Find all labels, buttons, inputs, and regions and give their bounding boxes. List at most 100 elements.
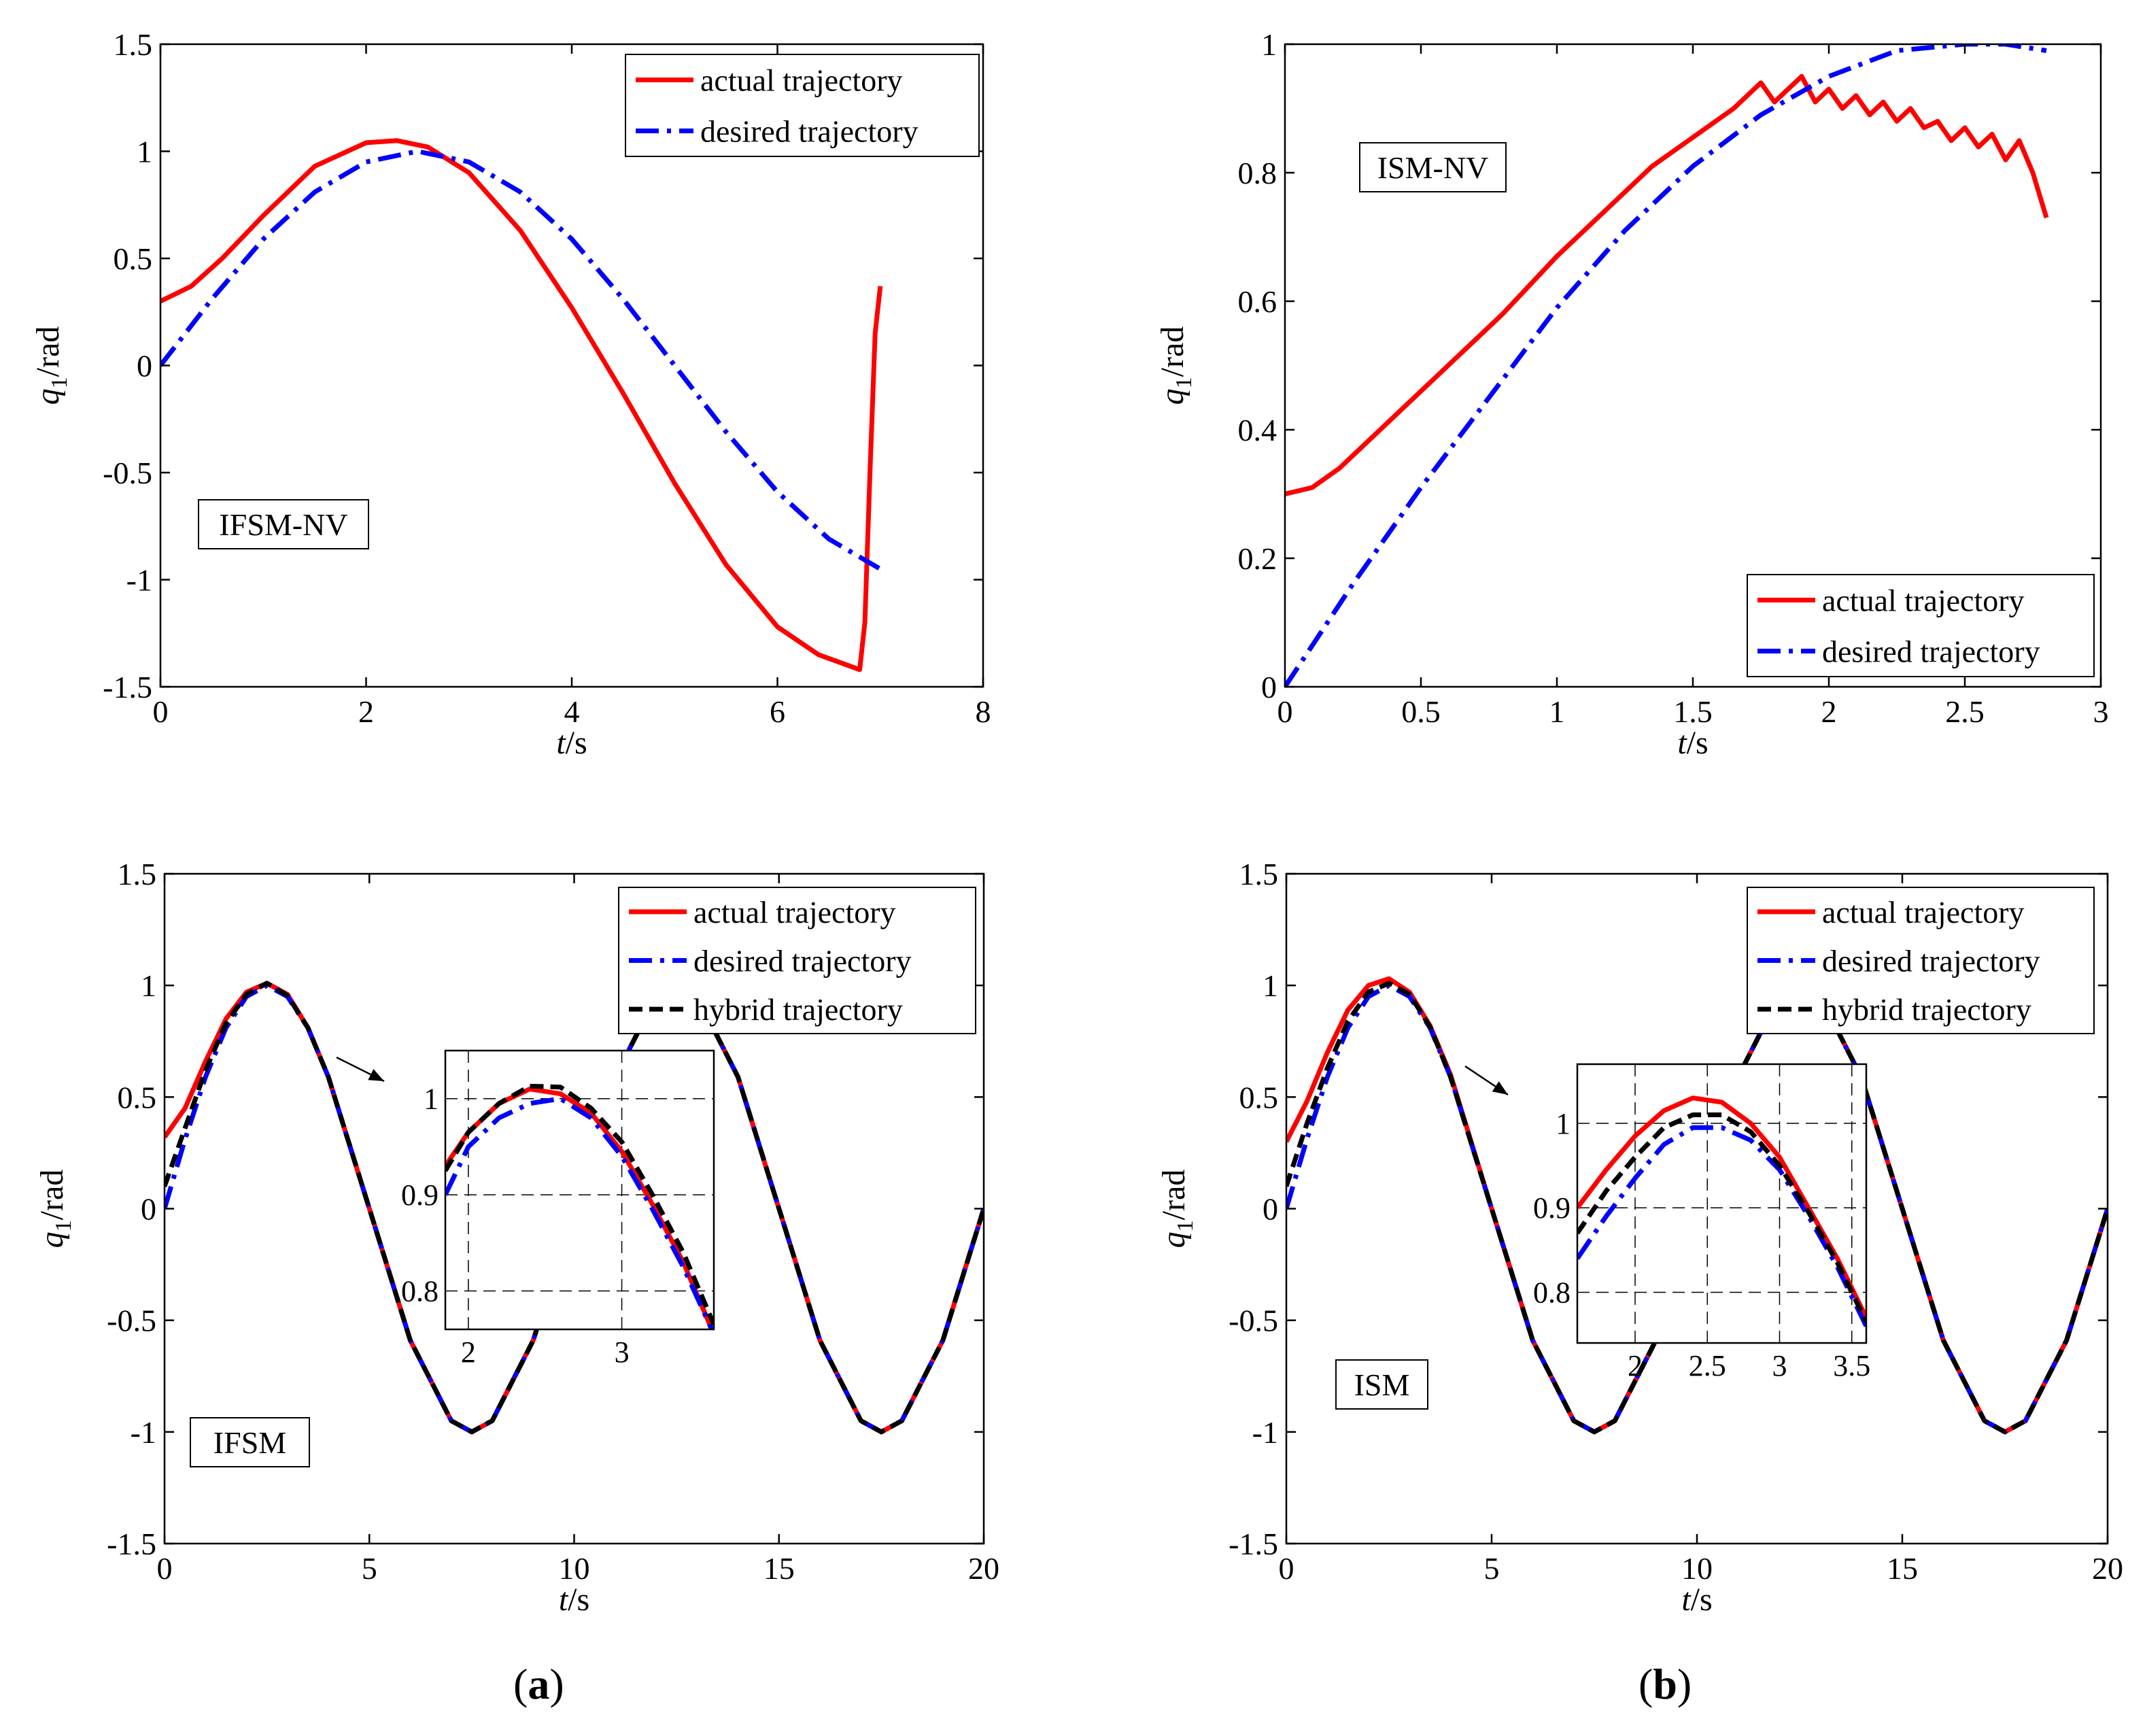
inset-y-tick-label: 1 [1556, 1107, 1571, 1140]
y-axis-label-sub: 1 [1173, 1220, 1198, 1231]
y-axis-label-var: q [1154, 388, 1190, 405]
x-axis-label-unit: /s [1691, 1582, 1713, 1618]
y-tick-label: -0.5 [1229, 1304, 1278, 1338]
x-tick-label: 5 [1484, 1551, 1500, 1586]
y-tick-label: 0.2 [1238, 541, 1277, 576]
inset-x-tick-label: 2 [1628, 1349, 1643, 1382]
inset-x-tick-label: 3.5 [1833, 1349, 1870, 1382]
y-tick-label: 0 [1263, 1192, 1278, 1227]
x-tick-label: 2 [1821, 694, 1837, 729]
y-tick-label: 0.5 [118, 1080, 157, 1114]
inset-background [1577, 1064, 1866, 1343]
x-tick-label: 3 [2093, 694, 2109, 729]
legend-label: desired trajectory [693, 944, 912, 978]
x-tick-label: 4 [564, 694, 580, 729]
inset-series-line-actual-trajectory [1577, 1095, 1866, 1319]
y-tick-label: -0.5 [103, 456, 152, 490]
y-axis-label-var: q [30, 388, 66, 405]
series-line-desired-trajectory [1286, 983, 2108, 1435]
y-tick-label: -1.5 [103, 670, 152, 704]
inset-arrow-head [368, 1069, 384, 1081]
chart-panel-bottom-left: 0 5 10 15 20-1.5-1-0.500.511.5t/sq1/radIFSM2… [34, 857, 999, 1618]
inset-x-tick-label: 3 [1772, 1349, 1787, 1382]
y-tick-label: 0 [1261, 670, 1277, 704]
x-axis-label: t/s [559, 1582, 589, 1618]
caption-a-letter: a [528, 1660, 550, 1708]
y-tick-label: -1.5 [1229, 1527, 1278, 1561]
legend-label: desired trajectory [700, 114, 919, 149]
x-tick-label: 0.5 [1401, 694, 1441, 729]
legend-label: actual trajectory [1822, 583, 2025, 618]
x-axis-label-var: t [559, 1582, 569, 1618]
inset-axes-box [444, 1049, 715, 1331]
legend-label: desired trajectory [1822, 634, 2040, 669]
legend: actual trajectory desired trajectory hybri… [1747, 887, 2095, 1034]
caption-a: (a) [513, 1660, 564, 1708]
y-tick-label: 1.5 [1239, 857, 1279, 891]
x-axis-label-unit: /s [1687, 725, 1709, 761]
legend-label: desired trajectory [1822, 944, 2040, 978]
method-label-box [1359, 142, 1507, 192]
y-tick-label: 0.5 [1239, 1080, 1279, 1114]
y-tick-label: 1.5 [114, 27, 153, 62]
method-label: IFSM-NV [219, 507, 347, 542]
x-tick-label: 20 [2092, 1551, 2123, 1586]
y-axis-label-sub: 1 [47, 377, 72, 388]
legend-label: actual trajectory [1822, 895, 2025, 930]
inset-y-tick-label: 1 [424, 1083, 439, 1116]
y-tick-label: 0.6 [1238, 284, 1277, 319]
x-axis-label: t/s [1677, 725, 1708, 761]
y-tick-label: 0.4 [1238, 413, 1277, 447]
y-axis-label-unit: /rad [34, 1170, 70, 1221]
y-tick-label: 1 [137, 135, 152, 169]
x-tick-label: 6 [770, 694, 785, 729]
legend-label: actual trajectory [700, 63, 903, 98]
inset-y-tick-label: 0.8 [1533, 1276, 1571, 1309]
x-tick-label: 8 [976, 694, 991, 729]
legend-box [1747, 574, 2095, 677]
x-tick-label: 0 [1279, 1551, 1294, 1586]
inset-x-tick-label: 2 [461, 1335, 476, 1369]
inset-y-tick-label: 0.8 [401, 1274, 439, 1308]
y-tick-label: -0.5 [107, 1304, 156, 1338]
inset-arrow-head [1492, 1081, 1508, 1095]
x-tick-label: 10 [1681, 1551, 1713, 1586]
inset-x-tick-label: 3 [615, 1335, 630, 1369]
inset-y-tick-label: 0.9 [401, 1178, 439, 1212]
y-tick-label: 1.5 [118, 857, 157, 891]
y-tick-label: 0.5 [114, 241, 153, 276]
x-axis-label: t/s [1681, 1582, 1712, 1618]
x-tick-label: 0 [153, 694, 169, 729]
y-tick-label: 1 [1263, 968, 1278, 1003]
y-axis-label-sub: 1 [1171, 377, 1197, 388]
legend-label: actual trajectory [693, 895, 896, 930]
legend: actual trajectory desired trajectory hybri… [618, 887, 976, 1034]
series-line-actual-trajectory [1285, 73, 2049, 496]
y-tick-label: 1 [141, 968, 156, 1003]
series-line-actual-trajectory [160, 138, 883, 673]
inset-y-tick-label: 0.9 [1533, 1191, 1571, 1225]
x-tick-label: 15 [763, 1551, 795, 1586]
x-tick-label: 0 [157, 1551, 173, 1586]
caption-b-letter: b [1653, 1660, 1677, 1708]
y-axis-label-var: q [1156, 1231, 1192, 1248]
method-label-box [1335, 1359, 1428, 1410]
x-axis-label-var: t [1681, 1582, 1692, 1618]
y-axis-label: q1/rad [1154, 326, 1197, 405]
method-label-box [190, 1417, 310, 1467]
x-tick-label: 5 [362, 1551, 377, 1586]
method-label: ISM [1354, 1367, 1410, 1402]
inset-x-tick-label: 2.5 [1689, 1349, 1726, 1382]
y-axis-label: q1/rad [34, 1170, 76, 1248]
x-tick-label: 2 [358, 694, 374, 729]
inset-bottom-right: 2 2.5 3 3.5 0.8 0.9 1 [1464, 1063, 1870, 1382]
y-axis-label: q1/rad [30, 326, 72, 405]
inset-series-line-desired-trajectory [445, 1096, 714, 1329]
x-tick-label: 20 [968, 1551, 999, 1586]
y-tick-label: 1 [1261, 27, 1277, 62]
x-tick-label: 0 [1277, 694, 1293, 729]
x-axis-label-var: t [556, 725, 566, 761]
x-axis-label-unit: /s [566, 725, 587, 761]
series-line-desired-trajectory [165, 983, 984, 1435]
